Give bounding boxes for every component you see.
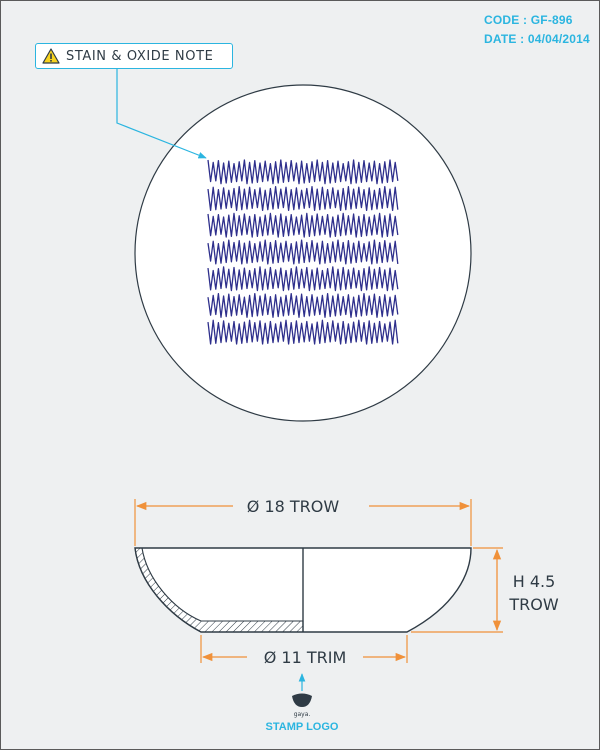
height-label-line2: TROW bbox=[508, 595, 558, 614]
code-label: CODE : bbox=[484, 13, 528, 27]
date-value: 04/04/2014 bbox=[527, 32, 590, 46]
top-diameter-dimension: Ø 18 TROW bbox=[134, 497, 472, 546]
zigzag-row bbox=[207, 186, 399, 212]
base-diameter-dimension: Ø 11 TRIM bbox=[200, 635, 408, 667]
stamp-bowl-icon bbox=[292, 693, 312, 707]
oxide-stain-pattern bbox=[207, 159, 399, 345]
zigzag-row bbox=[207, 292, 399, 318]
drawing-date: DATE : 04/04/2014 bbox=[484, 32, 590, 46]
zigzag-row bbox=[207, 159, 399, 185]
height-label-line1: H 4.5 bbox=[513, 572, 556, 591]
stamp-logo-text: gaya. bbox=[294, 711, 311, 718]
height-dimension: H 4.5 TROW bbox=[411, 547, 559, 633]
date-label: DATE : bbox=[484, 32, 525, 46]
stamp-logo-label: STAMP LOGO bbox=[265, 721, 339, 733]
stamp-logo: gaya. bbox=[292, 673, 312, 718]
note-leader bbox=[116, 69, 207, 159]
zigzag-row bbox=[207, 319, 399, 345]
zigzag-row bbox=[207, 239, 399, 265]
top-diameter-label: Ø 18 TROW bbox=[247, 497, 340, 516]
note-text: STAIN & OXIDE NOTE bbox=[66, 48, 214, 64]
product-code: CODE : GF-896 bbox=[484, 13, 573, 27]
zigzag-row bbox=[207, 266, 399, 292]
stain-oxide-note: STAIN & OXIDE NOTE bbox=[35, 43, 233, 69]
warning-triangle-icon bbox=[42, 48, 60, 64]
zigzag-row bbox=[207, 212, 399, 238]
code-value: GF-896 bbox=[530, 13, 573, 27]
bowl-side-profile bbox=[134, 547, 472, 633]
base-diameter-label: Ø 11 TRIM bbox=[264, 648, 347, 667]
